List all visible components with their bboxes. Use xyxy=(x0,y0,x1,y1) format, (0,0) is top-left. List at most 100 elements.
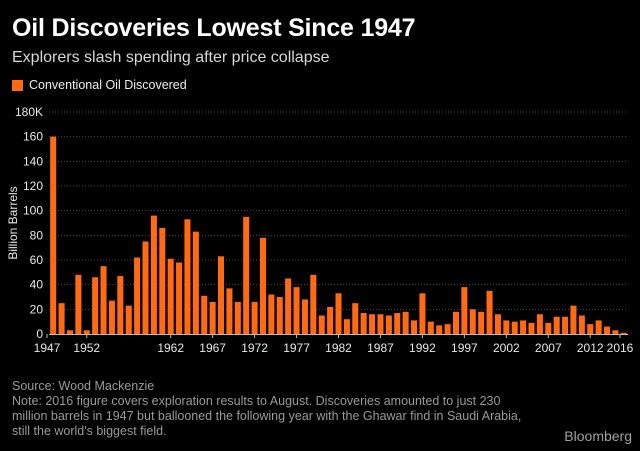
bar xyxy=(301,299,308,334)
x-tick-label: 1997 xyxy=(451,341,478,355)
bloomberg-logo: Bloomberg xyxy=(564,428,632,444)
y-tick-label: 120 xyxy=(23,179,43,193)
y-tick-label: 60 xyxy=(30,253,44,267)
bar xyxy=(285,278,292,334)
bar xyxy=(234,301,241,334)
bar xyxy=(251,301,258,334)
bar xyxy=(377,314,384,334)
bar xyxy=(520,320,527,334)
bar xyxy=(352,303,359,334)
bar xyxy=(411,320,418,334)
bar xyxy=(150,215,157,334)
bar xyxy=(461,287,468,334)
bar xyxy=(167,258,174,334)
x-tick-label: 1972 xyxy=(241,341,268,355)
bar xyxy=(142,241,149,334)
bar xyxy=(444,324,451,334)
bar xyxy=(293,287,300,334)
x-tick-label: 1947 xyxy=(34,341,61,355)
bar xyxy=(536,314,543,334)
bar xyxy=(108,300,115,334)
y-tick-label: 180K xyxy=(15,105,43,119)
bar xyxy=(604,326,611,334)
bar xyxy=(75,274,82,334)
bar xyxy=(134,257,141,334)
bar xyxy=(528,322,535,334)
bar xyxy=(50,136,57,334)
y-axis-label: Billion Barrels xyxy=(6,186,20,259)
bar xyxy=(209,301,216,334)
bar xyxy=(218,256,225,334)
x-tick-label: 1987 xyxy=(367,341,394,355)
x-tick-label: 1962 xyxy=(157,341,184,355)
x-tick-label: 2012 xyxy=(577,341,604,355)
bar xyxy=(201,295,208,334)
bar xyxy=(310,274,317,334)
y-tick-label: 40 xyxy=(30,278,44,292)
bar xyxy=(58,303,65,334)
bar xyxy=(394,313,401,334)
bar xyxy=(100,266,107,334)
bar xyxy=(318,315,325,334)
bar xyxy=(335,293,342,334)
y-tick-label: 0 xyxy=(36,327,43,341)
bar xyxy=(327,306,334,334)
bar xyxy=(176,262,183,334)
bar xyxy=(578,315,585,334)
bar xyxy=(436,325,443,334)
bar xyxy=(385,315,392,334)
bar xyxy=(612,330,619,334)
bar xyxy=(511,321,518,334)
y-tick-label: 20 xyxy=(30,302,44,316)
bar xyxy=(343,319,350,334)
bar xyxy=(117,276,124,334)
bar xyxy=(92,277,99,334)
legend-label: Conventional Oil Discovered xyxy=(29,78,187,92)
bar xyxy=(595,320,602,334)
bar xyxy=(184,219,191,334)
y-tick-label: 140 xyxy=(23,154,43,168)
bar xyxy=(452,311,459,334)
chart-title: Oil Discoveries Lowest Since 1947 xyxy=(12,14,416,42)
bar xyxy=(587,324,594,334)
bar xyxy=(469,309,476,334)
chart-subtitle: Explorers slash spending after price col… xyxy=(12,49,330,66)
x-tick-label: 1967 xyxy=(199,341,226,355)
bar xyxy=(486,290,493,334)
bar xyxy=(192,231,199,334)
bar xyxy=(545,322,552,334)
bar xyxy=(369,314,376,334)
bar xyxy=(503,320,510,334)
x-tick-label: 1982 xyxy=(325,341,352,355)
bar xyxy=(478,311,485,334)
bar xyxy=(419,293,426,334)
y-tick-label: 100 xyxy=(23,204,43,218)
bar-chart: 0 20 40 60 80 100 120 140 160 180K Billion Barrels… xyxy=(6,105,634,355)
note-text: Note: 2016 figure covers exploration res… xyxy=(12,394,522,438)
bar xyxy=(360,313,367,334)
x-tick-label: 1977 xyxy=(283,341,310,355)
bar xyxy=(402,311,409,334)
bar xyxy=(125,305,132,334)
source-text: Source: Wood Mackenzie xyxy=(12,379,155,393)
footer-notes: Source: Wood Mackenzie Note: 2016 figure… xyxy=(12,379,532,439)
bar xyxy=(562,316,569,334)
x-tick-label: 2002 xyxy=(493,341,520,355)
bar xyxy=(268,294,275,334)
bar xyxy=(243,216,250,334)
legend-swatch xyxy=(12,79,23,91)
bar xyxy=(83,330,90,334)
bar xyxy=(276,297,283,334)
bar xyxy=(259,237,266,334)
y-tick-label: 160 xyxy=(23,130,43,144)
bar xyxy=(427,321,434,334)
bar xyxy=(570,305,577,334)
bar xyxy=(226,288,233,334)
x-tick-label: 1992 xyxy=(409,341,436,355)
legend: Conventional Oil Discovered xyxy=(12,78,187,92)
x-tick-label: 2016 xyxy=(607,341,634,355)
bar xyxy=(494,314,501,334)
bar xyxy=(159,227,166,334)
bar xyxy=(553,316,560,334)
bar xyxy=(66,330,73,334)
